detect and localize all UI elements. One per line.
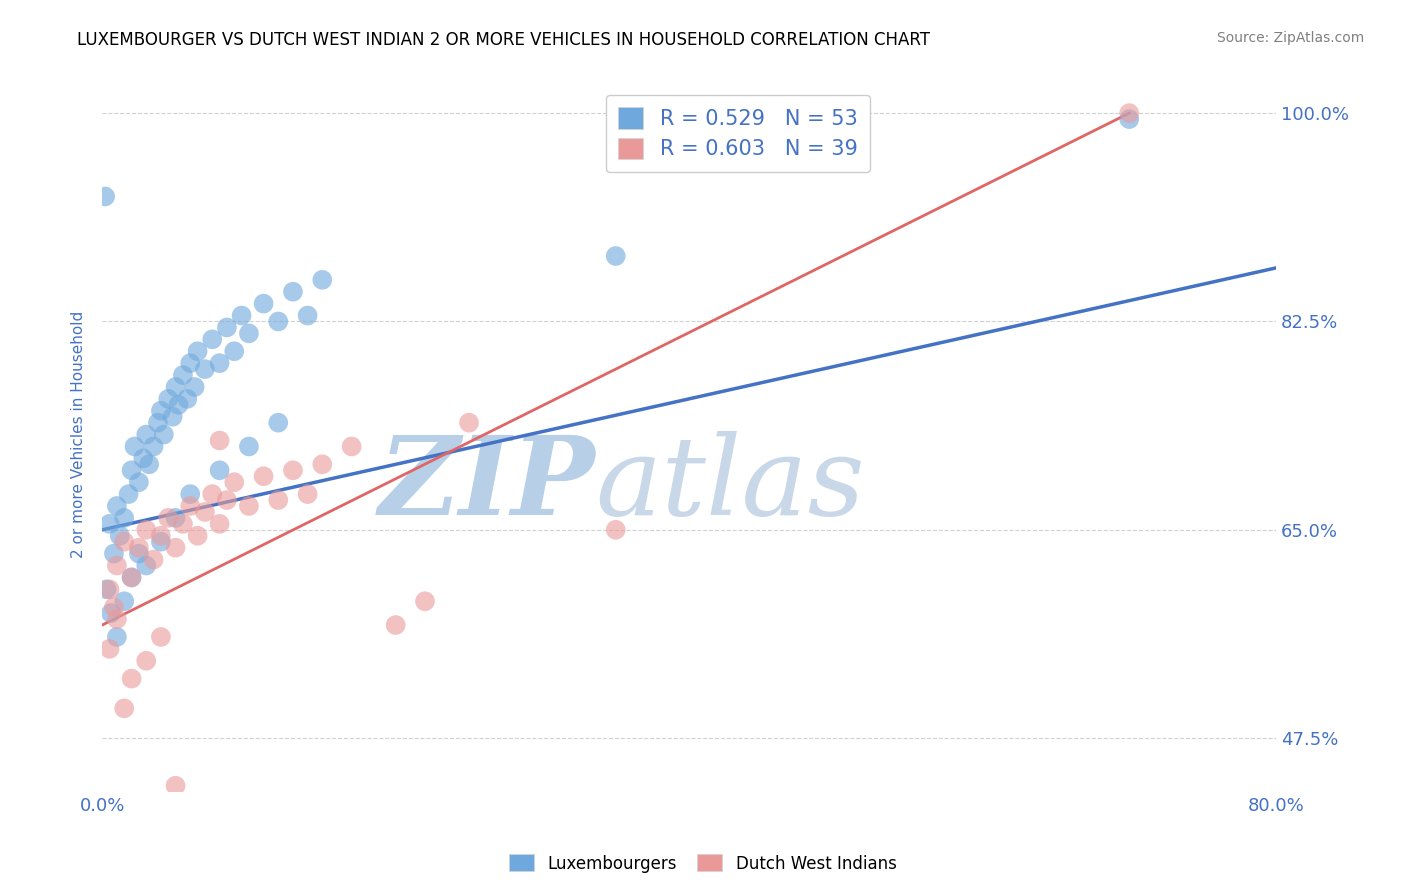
Point	[1118, 112, 1140, 127]
Point	[311, 458, 333, 472]
Point	[105, 612, 128, 626]
Point	[238, 326, 260, 341]
Point	[458, 416, 481, 430]
Point	[297, 309, 319, 323]
Point	[135, 523, 157, 537]
Point	[215, 493, 238, 508]
Point	[157, 511, 180, 525]
Point	[162, 409, 184, 424]
Point	[132, 451, 155, 466]
Legend: R = 0.529   N = 53, R = 0.603   N = 39: R = 0.529 N = 53, R = 0.603 N = 39	[606, 95, 870, 172]
Point	[252, 469, 274, 483]
Point	[224, 344, 246, 359]
Point	[100, 606, 122, 620]
Point	[183, 380, 205, 394]
Point	[208, 434, 231, 448]
Point	[215, 320, 238, 334]
Text: LUXEMBOURGER VS DUTCH WEST INDIAN 2 OR MORE VEHICLES IN HOUSEHOLD CORRELATION CH: LUXEMBOURGER VS DUTCH WEST INDIAN 2 OR M…	[77, 31, 931, 49]
Point	[138, 458, 160, 472]
Point	[112, 511, 135, 525]
Text: Source: ZipAtlas.com: Source: ZipAtlas.com	[1216, 31, 1364, 45]
Point	[98, 641, 121, 656]
Point	[208, 463, 231, 477]
Point	[165, 511, 187, 525]
Point	[108, 529, 131, 543]
Text: ZIP: ZIP	[378, 431, 595, 538]
Point	[187, 344, 209, 359]
Point	[231, 309, 253, 323]
Point	[128, 541, 150, 555]
Point	[135, 558, 157, 573]
Point	[103, 600, 125, 615]
Point	[105, 558, 128, 573]
Point	[297, 487, 319, 501]
Point	[179, 499, 201, 513]
Point	[267, 493, 290, 508]
Point	[121, 672, 143, 686]
Legend: Luxembourgers, Dutch West Indians: Luxembourgers, Dutch West Indians	[503, 847, 903, 880]
Point	[165, 779, 187, 793]
Point	[149, 630, 172, 644]
Point	[149, 403, 172, 417]
Point	[124, 440, 146, 454]
Point	[208, 516, 231, 531]
Point	[121, 570, 143, 584]
Point	[224, 475, 246, 490]
Point	[238, 440, 260, 454]
Point	[340, 440, 363, 454]
Point	[112, 701, 135, 715]
Point	[105, 630, 128, 644]
Point	[201, 487, 224, 501]
Point	[413, 594, 436, 608]
Point	[1118, 106, 1140, 120]
Point	[165, 380, 187, 394]
Point	[153, 427, 176, 442]
Point	[281, 285, 304, 299]
Point	[105, 499, 128, 513]
Point	[187, 529, 209, 543]
Point	[167, 398, 190, 412]
Point	[252, 296, 274, 310]
Point	[605, 249, 627, 263]
Y-axis label: 2 or more Vehicles in Household: 2 or more Vehicles in Household	[72, 311, 86, 558]
Point	[112, 594, 135, 608]
Point	[281, 463, 304, 477]
Point	[267, 314, 290, 328]
Point	[98, 516, 121, 531]
Point	[149, 534, 172, 549]
Text: atlas: atlas	[595, 431, 865, 538]
Point	[201, 332, 224, 346]
Point	[194, 362, 217, 376]
Point	[121, 463, 143, 477]
Point	[121, 570, 143, 584]
Point	[128, 547, 150, 561]
Point	[605, 523, 627, 537]
Point	[238, 499, 260, 513]
Point	[98, 582, 121, 597]
Point	[176, 392, 198, 406]
Point	[179, 356, 201, 370]
Point	[149, 529, 172, 543]
Point	[208, 356, 231, 370]
Point	[135, 427, 157, 442]
Point	[146, 416, 169, 430]
Point	[128, 475, 150, 490]
Point	[103, 547, 125, 561]
Point	[384, 618, 406, 632]
Point	[96, 582, 118, 597]
Point	[172, 368, 194, 382]
Point	[142, 440, 165, 454]
Point	[142, 552, 165, 566]
Point	[94, 189, 117, 203]
Point	[267, 416, 290, 430]
Point	[179, 487, 201, 501]
Point	[135, 654, 157, 668]
Point	[194, 505, 217, 519]
Point	[311, 273, 333, 287]
Point	[112, 534, 135, 549]
Point	[172, 516, 194, 531]
Point	[165, 541, 187, 555]
Point	[117, 487, 139, 501]
Point	[157, 392, 180, 406]
